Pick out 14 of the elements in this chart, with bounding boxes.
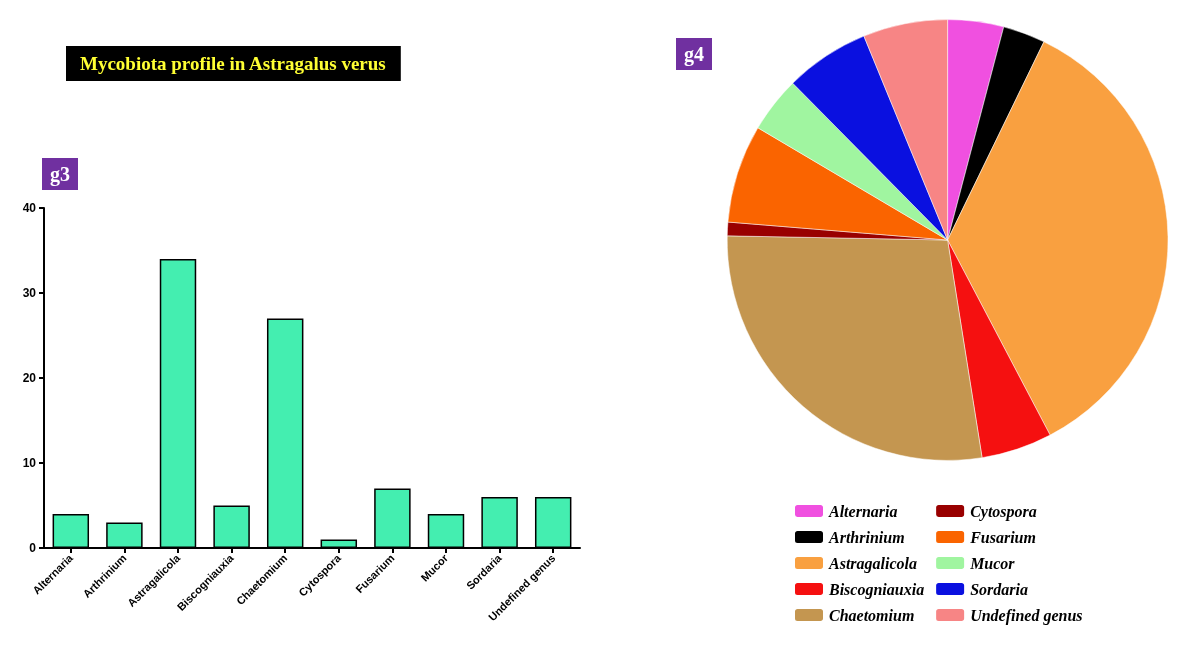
legend-label: Fusarium bbox=[969, 528, 1036, 546]
legend-label: Chaetomium bbox=[829, 606, 915, 624]
y-tick-label: 20 bbox=[22, 371, 37, 385]
y-tick-label: 10 bbox=[22, 456, 37, 470]
text: g4 bbox=[684, 43, 704, 66]
legend-label: Cytospora bbox=[970, 502, 1037, 521]
legend-label: Alternaria bbox=[828, 502, 898, 520]
legend-label: Arthrinium bbox=[828, 528, 905, 546]
chart-title: Mycobiota profile in Astragalus verus bbox=[80, 53, 386, 74]
y-tick-label: 30 bbox=[22, 286, 37, 300]
y-tick-label: 40 bbox=[22, 201, 37, 215]
text: g3 bbox=[50, 163, 70, 186]
legend-label: Undefined genus bbox=[970, 606, 1083, 625]
y-tick-label: 0 bbox=[29, 541, 37, 555]
